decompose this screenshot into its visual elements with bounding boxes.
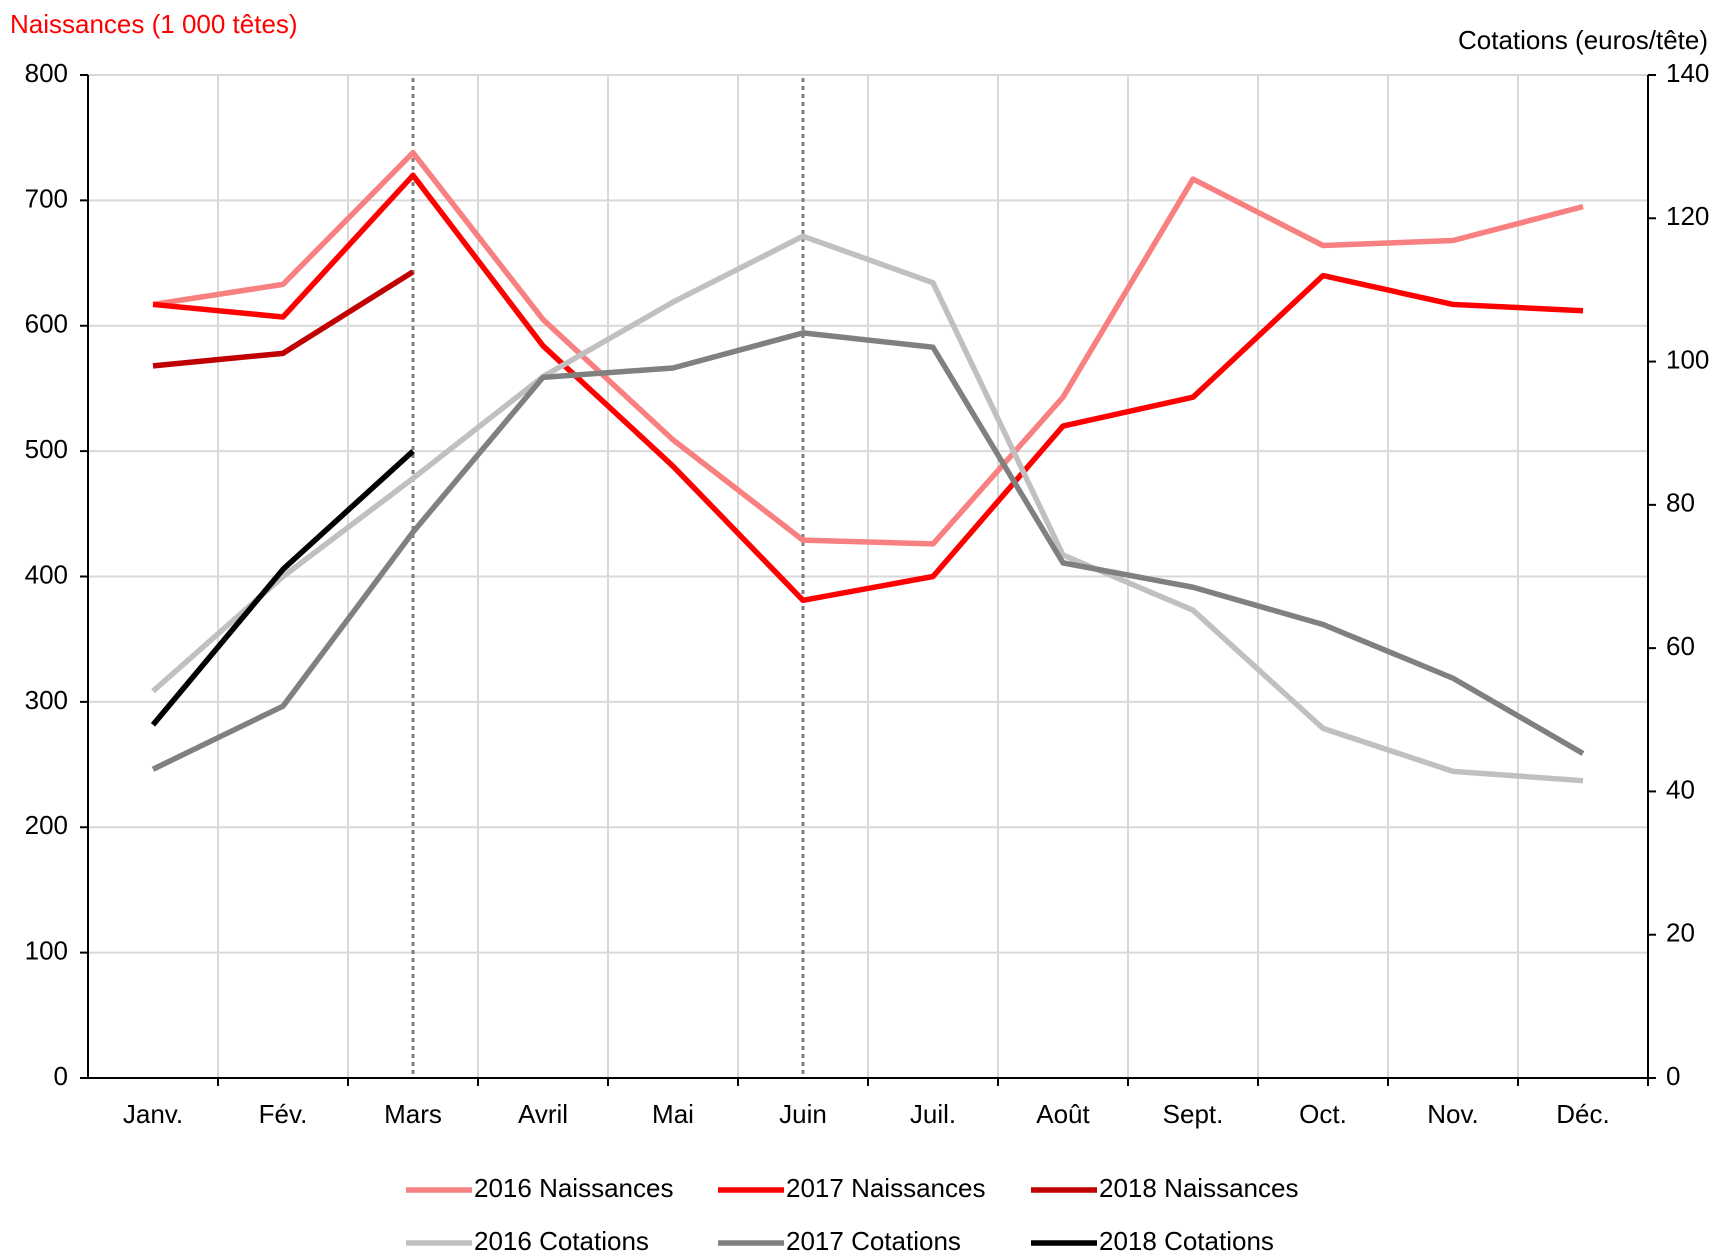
- y2-tick-label: 60: [1666, 631, 1695, 661]
- legend-label: 2017 Naissances: [786, 1173, 985, 1203]
- series-line: [152, 269, 415, 369]
- y-axis-title: Naissances (1 000 têtes): [10, 9, 298, 39]
- series-line: [150, 449, 415, 727]
- y2-tick-label: 140: [1666, 58, 1709, 88]
- y2-tick-label: 0: [1666, 1061, 1680, 1091]
- legend-label: 2018 Cotations: [1099, 1226, 1274, 1256]
- legend-label: 2016 Naissances: [474, 1173, 673, 1203]
- series-line: [152, 149, 1584, 547]
- y-tick-label: 300: [25, 685, 68, 715]
- series-line: [152, 172, 1584, 604]
- y-tick-label: 700: [25, 183, 68, 213]
- x-tick-label: Août: [1036, 1099, 1090, 1129]
- x-tick-label: Sept.: [1163, 1099, 1224, 1129]
- series-line: [151, 233, 1584, 784]
- y-tick-label: 100: [25, 936, 68, 966]
- legend-label: 2018 Naissances: [1099, 1173, 1298, 1203]
- y2-tick-label: 80: [1666, 488, 1695, 518]
- x-tick-label: Oct.: [1299, 1099, 1347, 1129]
- y-tick-label: 800: [25, 58, 68, 88]
- y-tick-label: 0: [54, 1061, 68, 1091]
- series-line: [151, 330, 1585, 772]
- x-tick-label: Avril: [518, 1099, 568, 1129]
- y2-tick-label: 120: [1666, 201, 1709, 231]
- y2-tick-label: 40: [1666, 774, 1695, 804]
- y-tick-label: 200: [25, 810, 68, 840]
- y-tick-label: 500: [25, 434, 68, 464]
- x-tick-label: Janv.: [123, 1099, 183, 1129]
- x-tick-label: Déc.: [1556, 1099, 1609, 1129]
- legend-label: 2016 Cotations: [474, 1226, 649, 1256]
- x-tick-label: Juil.: [910, 1099, 956, 1129]
- y2-tick-label: 100: [1666, 344, 1709, 374]
- y2-tick-label: 20: [1666, 918, 1695, 948]
- x-tick-label: Juin: [779, 1099, 827, 1129]
- legend-label: 2017 Cotations: [786, 1226, 961, 1256]
- x-tick-label: Mars: [384, 1099, 442, 1129]
- y-tick-label: 600: [25, 309, 68, 339]
- x-tick-label: Fév.: [259, 1099, 308, 1129]
- x-tick-label: Mai: [652, 1099, 694, 1129]
- y-tick-label: 400: [25, 559, 68, 589]
- y2-axis-title: Cotations (euros/tête): [1458, 25, 1708, 55]
- x-tick-label: Nov.: [1427, 1099, 1479, 1129]
